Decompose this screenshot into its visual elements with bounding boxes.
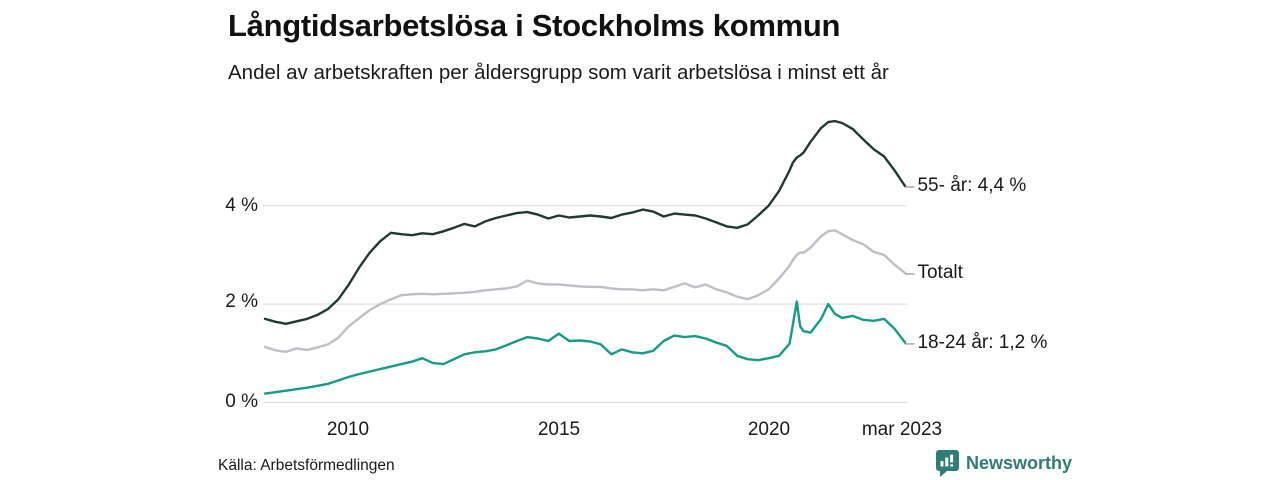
series-line-totalt <box>263 229 907 354</box>
series-label-totalt-text: Totalt <box>917 262 963 283</box>
newsworthy-logo[interactable]: Newsworthy <box>936 450 1072 477</box>
series-label-18-24-text: 18-24 år: 1,2 % <box>917 332 1048 353</box>
y-tick-label-2: 2 % <box>225 291 258 312</box>
series-label-18-24: – 18-24 år: 1,2 % <box>905 332 1047 354</box>
series-label-totalt: – Totalt <box>905 262 963 284</box>
label-connector-dash: – <box>905 333 915 352</box>
y-tick-label-0: 0 % <box>225 391 258 412</box>
y-tick-label-4: 4 % <box>225 195 258 216</box>
page-subtitle: Andel av arbetskraften per åldersgrupp s… <box>228 61 889 84</box>
source-note: Källa: Arbetsförmedlingen <box>218 457 395 474</box>
series-label-55-text: 55- år: 4,4 % <box>917 175 1027 196</box>
series-label-55: – 55- år: 4,4 % <box>905 175 1026 197</box>
series-line-55 <box>263 119 907 326</box>
series-line-18-24 <box>263 300 907 395</box>
x-tick-label-2020: 2020 <box>747 419 791 440</box>
x-tick-label-mar-2023: mar 2023 <box>861 419 943 440</box>
line-chart <box>263 119 907 403</box>
x-tick-label-2010: 2010 <box>326 419 370 440</box>
label-connector-dash: – <box>905 263 915 282</box>
newsworthy-logo-icon <box>936 450 959 477</box>
newsworthy-wordmark: Newsworthy <box>966 453 1073 473</box>
page-title: Långtidsarbetslösa i Stockholms kommun <box>228 8 841 43</box>
label-connector-dash: – <box>905 176 915 195</box>
x-tick-label-2015: 2015 <box>537 419 581 440</box>
